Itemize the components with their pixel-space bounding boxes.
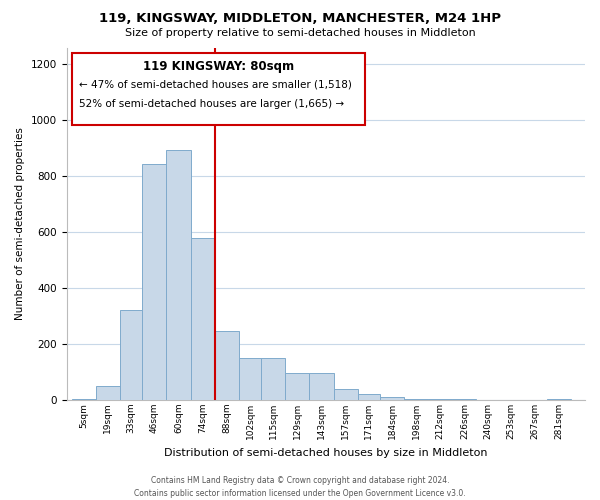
Bar xyxy=(120,310,142,400)
X-axis label: Distribution of semi-detached houses by size in Middleton: Distribution of semi-detached houses by … xyxy=(164,448,488,458)
Bar xyxy=(71,398,96,400)
Text: 52% of semi-detached houses are larger (1,665) →: 52% of semi-detached houses are larger (… xyxy=(79,98,344,108)
Bar xyxy=(191,238,215,400)
Bar xyxy=(428,399,452,400)
Y-axis label: Number of semi-detached properties: Number of semi-detached properties xyxy=(15,128,25,320)
Bar xyxy=(404,398,428,400)
Text: Size of property relative to semi-detached houses in Middleton: Size of property relative to semi-detach… xyxy=(125,28,475,38)
Bar xyxy=(285,374,310,400)
Bar xyxy=(380,396,404,400)
Bar xyxy=(261,358,285,400)
Bar xyxy=(96,386,120,400)
Text: Contains HM Land Registry data © Crown copyright and database right 2024.
Contai: Contains HM Land Registry data © Crown c… xyxy=(134,476,466,498)
Text: 119, KINGSWAY, MIDDLETON, MANCHESTER, M24 1HP: 119, KINGSWAY, MIDDLETON, MANCHESTER, M2… xyxy=(99,12,501,26)
Text: ← 47% of semi-detached houses are smaller (1,518): ← 47% of semi-detached houses are smalle… xyxy=(79,79,352,89)
Bar xyxy=(310,374,334,400)
FancyBboxPatch shape xyxy=(72,53,365,125)
Bar xyxy=(142,164,166,400)
Bar xyxy=(215,332,239,400)
Bar xyxy=(166,150,191,400)
Text: 119 KINGSWAY: 80sqm: 119 KINGSWAY: 80sqm xyxy=(143,60,294,73)
Bar xyxy=(334,390,358,400)
Bar xyxy=(239,358,261,400)
Bar xyxy=(358,394,380,400)
